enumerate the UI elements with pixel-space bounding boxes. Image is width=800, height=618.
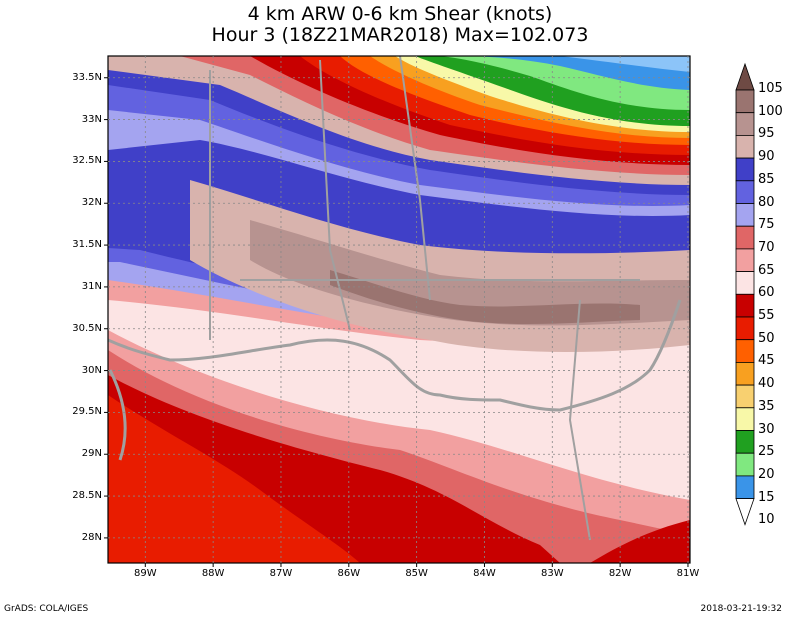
map-subtitle: Hour 3 (18Z21MAR2018) Max=102.073 (211, 24, 589, 46)
axis-ticks (104, 77, 689, 567)
lon-label: 86W (337, 568, 361, 579)
colorbar-swatch (735, 407, 755, 431)
lat-label: 30N (81, 364, 102, 376)
colorbar-label: 50 (758, 330, 775, 346)
colorbar-swatch (735, 452, 755, 477)
shear-contour-fill (108, 56, 690, 563)
colorbar-swatch (735, 384, 755, 409)
colorbar-label: 20 (758, 466, 775, 482)
colorbar-label: 80 (758, 194, 775, 210)
lat-label: 33.5N (72, 71, 102, 83)
colorbar (735, 62, 755, 526)
lat-label: 30.5N (72, 322, 102, 334)
lon-label: 87W (269, 568, 293, 579)
lat-lon-gridlines (108, 56, 690, 563)
colorbar-label: 40 (758, 376, 775, 392)
colorbar-label: 10 (758, 512, 775, 528)
colorbar-label: 30 (758, 421, 775, 437)
colorbar-label: 85 (758, 171, 775, 187)
lon-label: 85W (405, 568, 428, 579)
lat-label: 28.5N (72, 490, 102, 502)
colorbar-swatch (735, 180, 755, 204)
colorbar-swatch (735, 316, 755, 341)
colorbar-label: 65 (758, 262, 775, 278)
colorbar-label: 35 (758, 398, 775, 414)
colorbar-swatch (735, 89, 755, 114)
colorbar-swatch (735, 475, 755, 499)
lon-label: 83W (540, 568, 564, 579)
colorbar-label: 105 (758, 81, 783, 96)
colorbar-label: 95 (758, 126, 775, 142)
lat-label: 32.5N (72, 155, 102, 167)
map-title: 4 km ARW 0-6 km Shear (knots) (247, 3, 553, 25)
colorbar-swatch (735, 134, 755, 159)
colorbar-label: 75 (758, 217, 775, 233)
colorbar-swatch (735, 271, 755, 295)
colorbar-label: 25 (758, 444, 775, 460)
colorbar-bottom-arrow (735, 498, 755, 526)
colorbar-label: 15 (758, 489, 775, 505)
footer-credit: GrADS: COLA/IGES (4, 604, 89, 614)
colorbar-label: 100 (758, 103, 783, 119)
colorbar-top-arrow (735, 62, 755, 91)
lon-label: 81W (676, 568, 700, 579)
colorbar-label: 70 (758, 239, 775, 255)
colorbar-swatch (735, 203, 755, 227)
lon-label: 89W (133, 568, 157, 579)
colorbar-label: 45 (758, 353, 775, 369)
lat-label: 31.5N (72, 239, 102, 251)
lon-label: 82W (608, 568, 632, 579)
lat-label: 32N (81, 197, 102, 209)
colorbar-swatch (735, 112, 755, 136)
colorbar-label: 60 (758, 285, 775, 301)
colorbar-swatch (735, 225, 755, 250)
colorbar-label: 90 (758, 149, 775, 165)
lon-label: 84W (473, 568, 496, 579)
colorbar-swatch (735, 361, 755, 386)
colorbar-label: 55 (758, 308, 775, 323)
footer-timestamp: 2018-03-21-19:32 (700, 604, 783, 614)
lat-label: 29N (81, 448, 102, 460)
lat-label: 33N (81, 113, 102, 125)
lon-label: 88W (201, 568, 225, 579)
colorbar-swatch (735, 293, 755, 318)
colorbar-swatch (735, 430, 755, 454)
lat-label: 31N (81, 280, 102, 292)
colorbar-swatch (735, 339, 755, 363)
colorbar-swatch (735, 157, 755, 182)
map-frame (107, 55, 691, 564)
lat-label: 28N (81, 531, 102, 543)
colorbar-swatch (735, 248, 755, 272)
lat-label: 29.5N (72, 406, 102, 418)
